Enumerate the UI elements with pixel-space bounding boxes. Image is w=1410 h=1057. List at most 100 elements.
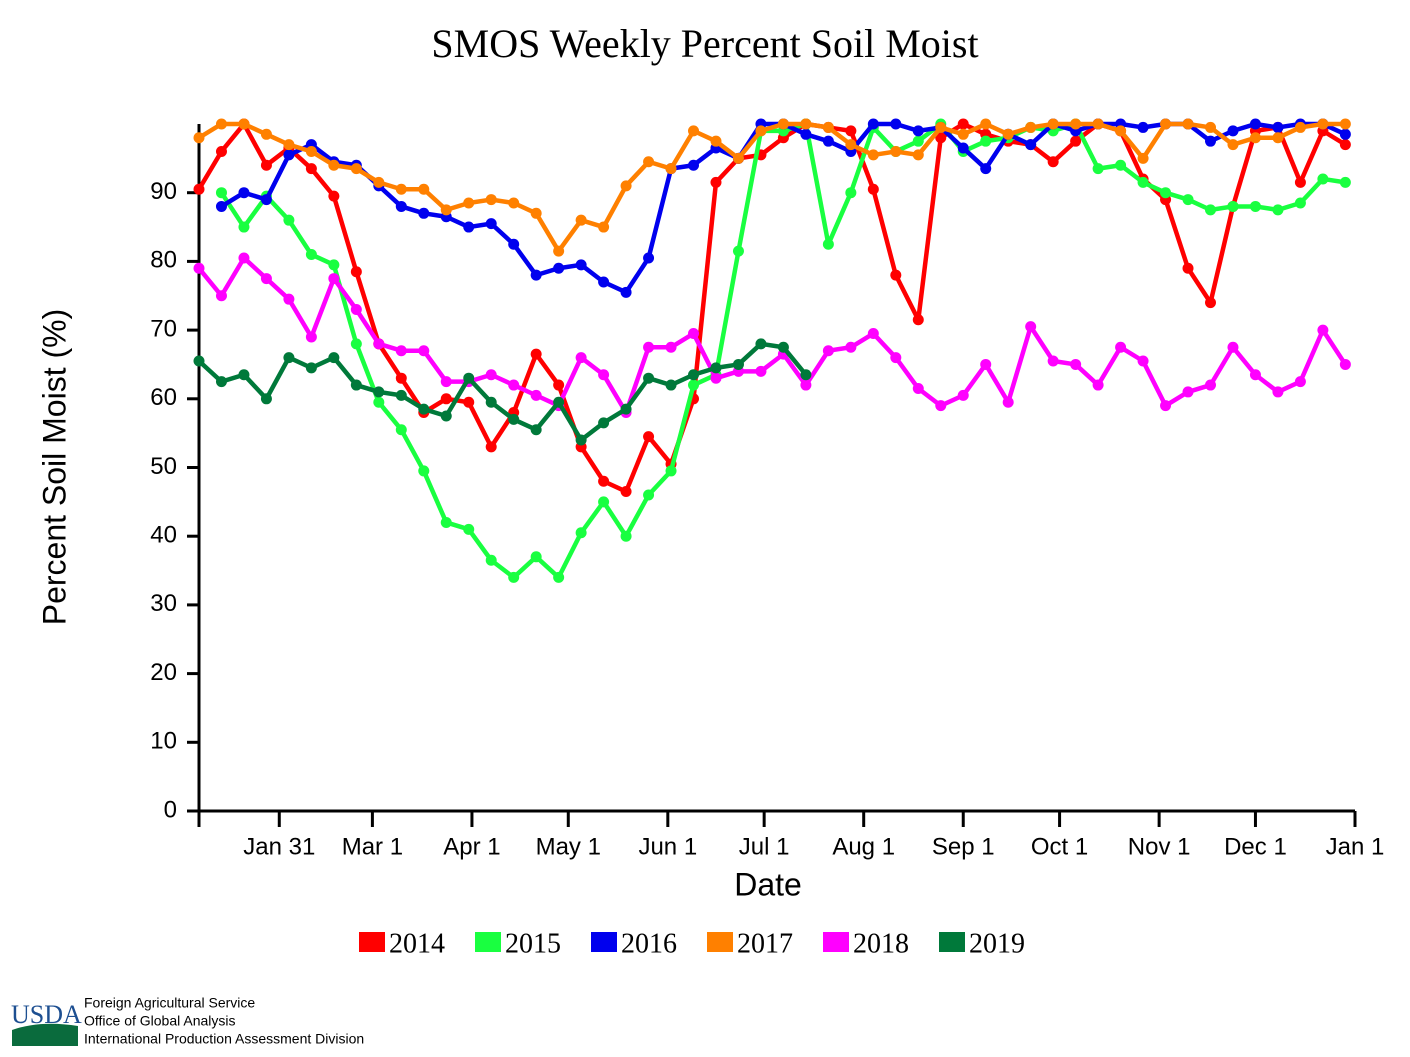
data-point: [1294, 376, 1306, 388]
data-point: [238, 118, 250, 130]
legend-swatch: [475, 932, 501, 952]
data-point: [710, 362, 722, 374]
data-point: [598, 417, 610, 429]
y-tick-label: 10: [150, 728, 177, 755]
data-point: [418, 345, 430, 357]
data-point: [1205, 135, 1216, 147]
x-tick-label: Jun 1: [638, 833, 697, 860]
series-line: [197, 341, 808, 443]
data-point: [260, 194, 272, 206]
data-point: [598, 475, 610, 487]
data-point: [1182, 386, 1194, 398]
data-point: [732, 152, 744, 164]
data-point: [1160, 400, 1172, 412]
data-point: [1317, 324, 1329, 336]
data-point: [867, 149, 879, 161]
data-point: [1047, 355, 1059, 367]
data-point: [485, 218, 497, 230]
data-point: [1227, 341, 1239, 353]
data-point: [328, 159, 340, 171]
data-point: [463, 197, 475, 209]
legend-swatch: [939, 932, 965, 952]
data-point: [1339, 358, 1351, 370]
data-point: [598, 276, 610, 288]
legend-label: 2016: [621, 928, 677, 959]
legend-swatch: [359, 932, 385, 952]
logo-text: USDA: [11, 1000, 82, 1029]
x-tick-label: Apr 1: [443, 833, 500, 860]
data-point: [1182, 118, 1194, 130]
data-point: [688, 125, 700, 137]
data-point: [1272, 121, 1284, 133]
data-point: [1339, 118, 1351, 130]
data-point: [350, 163, 362, 175]
y-tick-label: 40: [150, 522, 177, 549]
data-point: [1160, 187, 1172, 199]
data-point: [283, 352, 295, 364]
data-point: [912, 149, 924, 161]
data-point: [350, 379, 362, 391]
data-point: [575, 214, 587, 226]
data-point: [1317, 118, 1329, 130]
data-point: [485, 194, 497, 206]
legend-swatch: [707, 932, 733, 952]
data-point: [665, 379, 677, 391]
y-tick-label: 20: [150, 659, 177, 686]
data-point: [688, 379, 700, 391]
data-point: [732, 245, 744, 257]
data-point: [643, 372, 655, 384]
data-point: [912, 125, 924, 137]
data-point: [1025, 121, 1037, 133]
data-point: [1070, 135, 1082, 147]
data-point: [530, 348, 542, 360]
data-point: [485, 441, 497, 453]
data-point: [260, 273, 272, 285]
data-point: [418, 403, 430, 415]
legend-swatch: [823, 932, 849, 952]
data-point: [1294, 176, 1306, 188]
data-point: [800, 128, 812, 140]
logo-wave: [12, 1023, 78, 1046]
data-point: [1272, 386, 1284, 398]
data-point: [418, 207, 430, 219]
legend-swatch: [591, 932, 617, 952]
data-point: [777, 118, 789, 130]
data-point: [1025, 321, 1037, 333]
data-point: [283, 139, 295, 151]
data-point: [193, 355, 205, 367]
data-point: [980, 118, 992, 130]
data-point: [350, 338, 362, 350]
y-tick-label: 70: [150, 315, 177, 342]
data-point: [822, 135, 834, 147]
data-point: [215, 187, 227, 199]
y-tick-label: 0: [164, 796, 177, 823]
data-point: [215, 145, 227, 157]
data-point: [1137, 355, 1149, 367]
data-point: [1205, 121, 1216, 133]
data-point: [643, 252, 655, 264]
data-point: [912, 135, 924, 147]
data-point: [1115, 341, 1127, 353]
data-point: [373, 386, 385, 398]
data-point: [553, 245, 565, 257]
data-point: [620, 180, 632, 192]
data-point: [957, 128, 969, 140]
x-tick-label: Sep 1: [932, 833, 995, 860]
data-point: [1002, 396, 1014, 408]
data-point: [1047, 156, 1059, 168]
data-point: [1025, 139, 1037, 151]
series-line: [197, 121, 1346, 254]
data-point: [890, 118, 902, 130]
data-point: [822, 238, 834, 250]
data-point: [395, 200, 407, 212]
data-point: [283, 293, 295, 305]
legend-label: 2015: [505, 928, 561, 959]
data-point: [935, 121, 947, 133]
data-point: [350, 303, 362, 315]
data-point: [1137, 121, 1149, 133]
data-point: [485, 396, 497, 408]
legend-label: 2017: [737, 928, 793, 959]
data-point: [508, 413, 520, 425]
data-point: [1272, 132, 1284, 144]
data-point: [508, 238, 520, 250]
